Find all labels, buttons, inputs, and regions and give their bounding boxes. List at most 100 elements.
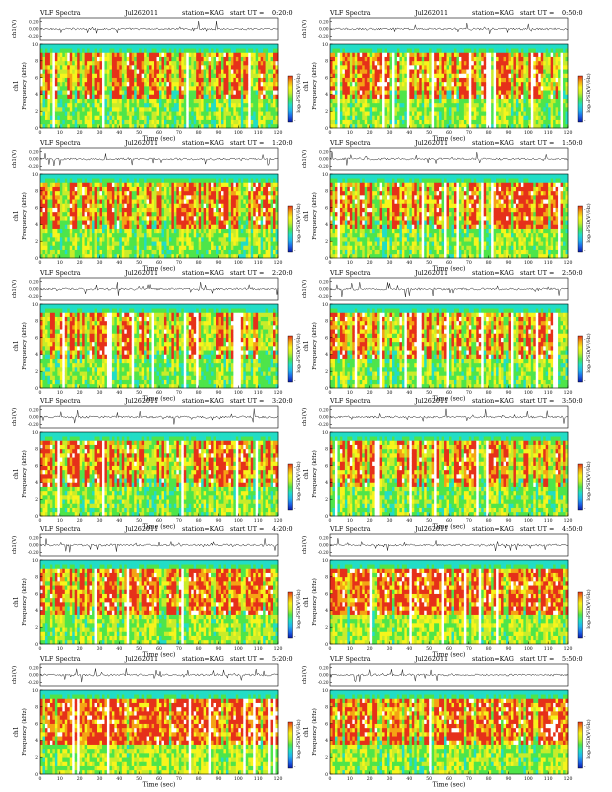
spectrogram-cell: [221, 115, 224, 120]
spectrogram-cell: [216, 73, 219, 78]
spectrogram-cell: [159, 48, 162, 53]
spectrogram-cell: [57, 103, 60, 108]
spectrogram-cell: [154, 52, 157, 57]
spectrogram-cell: [122, 78, 125, 83]
spectrogram-cell: [214, 52, 217, 57]
spectrogram-cell: [335, 107, 338, 112]
spectrogram-cell: [70, 107, 73, 112]
spectrogram-cell: [114, 57, 117, 62]
spectrogram-cell: [340, 48, 343, 53]
spectrogram-cell: [112, 111, 115, 116]
spectrogram-cell: [97, 61, 100, 66]
spectrogram-cell: [209, 124, 212, 129]
spectrogram-cell: [211, 103, 214, 108]
spectrogram-cell: [271, 65, 274, 70]
spectrogram-cell: [337, 73, 340, 78]
spectrogram-cell: [201, 52, 204, 57]
spectrogram-cell: [104, 78, 107, 83]
spectrogram-cell: [238, 107, 241, 112]
spectrogram-cell: [112, 120, 115, 125]
spectrogram-cell: [251, 94, 254, 99]
spectrogram-cell: [330, 52, 333, 57]
spectrogram-cell: [55, 48, 58, 53]
spectrogram-cell: [55, 61, 58, 66]
spectrogram-cell: [144, 94, 147, 99]
spectrogram-cell: [55, 44, 58, 49]
spectrogram-cell: [243, 111, 246, 116]
spectrogram-cell: [253, 78, 256, 83]
spectrogram-cell: [228, 61, 231, 66]
spectrogram-cell: [45, 73, 48, 78]
spectrogram-cell: [196, 78, 199, 83]
spectrogram-cell: [174, 107, 177, 112]
spectrogram-cell: [223, 57, 226, 62]
spectrogram-cell: [350, 94, 353, 99]
spectrogram-cell: [139, 94, 142, 99]
spectrogram-cell: [149, 69, 152, 74]
spectrogram-cell: [181, 124, 184, 129]
spectrogram-cell: [233, 86, 236, 91]
spectrogram-cell: [238, 124, 241, 129]
spectrogram-cell: [154, 86, 157, 91]
spectrogram-cell: [95, 94, 98, 99]
spectrogram-cell: [109, 73, 112, 78]
date-label: Jul262011: [414, 9, 448, 17]
spectrogram-cell: [82, 107, 85, 112]
spectrogram-cell: [45, 44, 48, 49]
x-tick-label: 20: [77, 130, 83, 136]
spectrogram-cell: [176, 111, 179, 116]
spectrogram-cell: [67, 103, 70, 108]
spectrogram-cell: [40, 124, 43, 129]
spectrogram-cell: [55, 90, 58, 95]
spectrogram-cell: [181, 103, 184, 108]
spectrogram-cell: [248, 124, 251, 129]
spectrogram-cell: [95, 61, 98, 66]
spectrogram-cell: [330, 120, 333, 125]
spectrogram-cell: [219, 78, 222, 83]
spectrogram-cell: [352, 103, 355, 108]
spectrogram-cell: [87, 57, 90, 62]
spectrogram-cell: [169, 61, 172, 66]
spectrogram-cell: [251, 52, 254, 57]
spectrogram-cell: [137, 115, 140, 120]
spectrogram-cell: [350, 48, 353, 53]
spectrogram-cell: [109, 124, 112, 129]
spectrogram-cell: [169, 78, 172, 83]
spectrogram-cell: [174, 44, 177, 49]
spectrogram-cell: [221, 44, 224, 49]
spectrogram-cell: [357, 107, 360, 112]
spectrogram-cell: [104, 120, 107, 125]
spectrogram-cell: [100, 111, 103, 116]
spectrogram-cell: [149, 115, 152, 120]
spectrogram-cell: [238, 52, 241, 57]
spectrogram-cell: [132, 94, 135, 99]
spectrogram-cell: [189, 99, 192, 104]
spectrogram-cell: [85, 103, 88, 108]
spectrogram-cell: [42, 52, 45, 57]
spectrogram-cell: [171, 65, 174, 70]
spectrogram-cell: [114, 90, 117, 95]
spectrogram-cell: [189, 65, 192, 70]
spectrogram-cell: [211, 120, 214, 125]
spectrogram-cell: [223, 103, 226, 108]
spectrogram-cell: [246, 94, 249, 99]
spectrogram-cell: [206, 94, 209, 99]
spectrogram-cell: [174, 82, 177, 87]
spectrogram-cell: [124, 52, 127, 57]
spectrogram-cell: [345, 65, 348, 70]
spectrogram-cell: [184, 57, 187, 62]
spectrogram-cell: [164, 99, 167, 104]
spectrogram-cell: [65, 94, 68, 99]
spectrogram-cell: [219, 90, 222, 95]
spectrogram-cell: [246, 52, 249, 57]
spectrogram-cell: [152, 107, 155, 112]
spectrogram-cell: [87, 120, 90, 125]
spectrogram-cell: [85, 94, 88, 99]
spectrogram-cell: [352, 69, 355, 74]
spectrogram-cell: [70, 99, 73, 104]
spectrogram-cell: [62, 94, 65, 99]
spectrogram-cell: [62, 124, 65, 129]
spectrogram-cell: [166, 78, 169, 83]
spectrogram-cell: [100, 103, 103, 108]
spectrogram-cell: [142, 111, 145, 116]
